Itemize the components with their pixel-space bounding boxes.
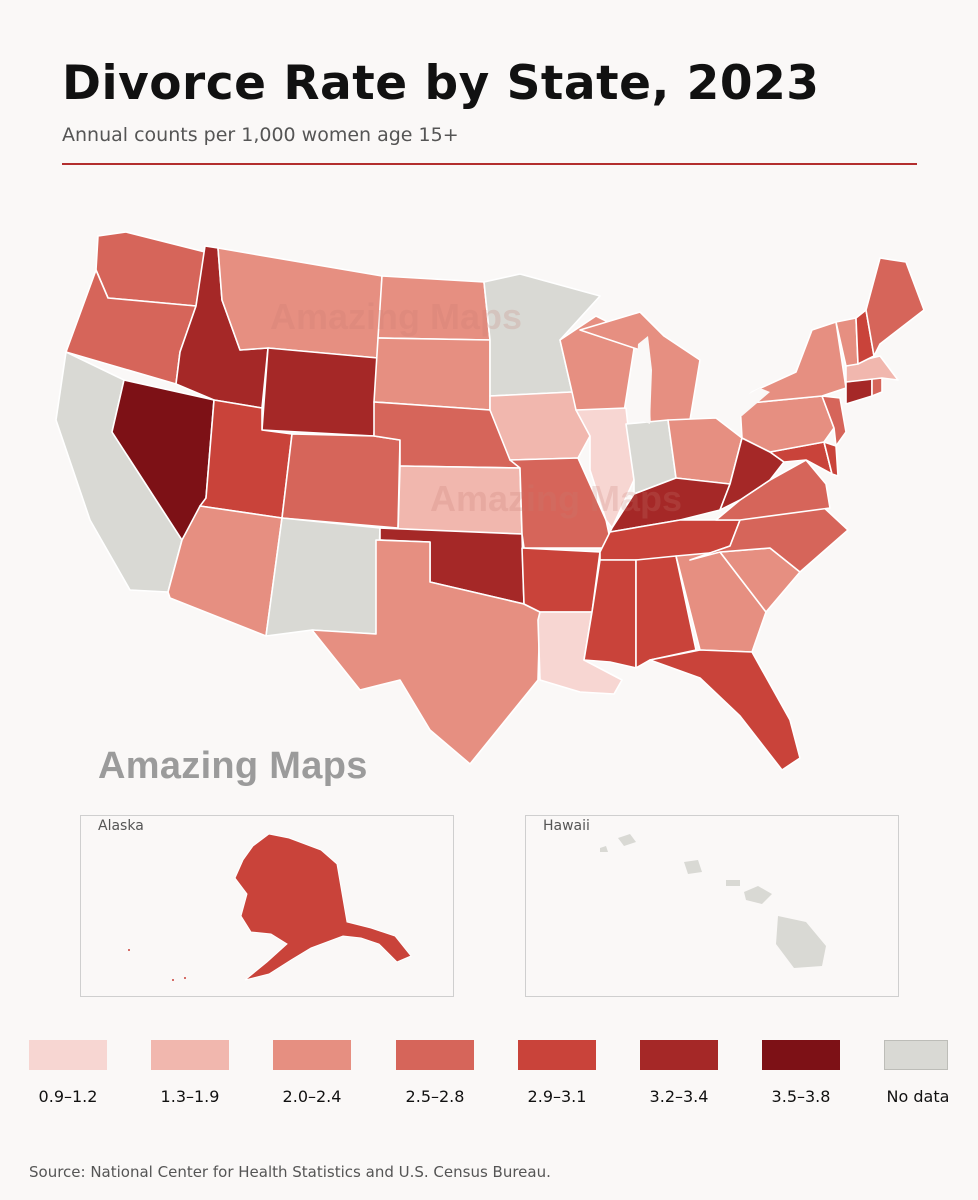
source-note: Source: National Center for Health Stati… — [29, 1163, 551, 1181]
state-WY[interactable] — [261, 347, 379, 437]
state-NJ[interactable] — [821, 395, 847, 447]
state-WA[interactable] — [95, 231, 206, 307]
alaska-label: Alaska — [98, 818, 144, 834]
hawaii-map — [600, 834, 826, 968]
state-AR[interactable] — [521, 547, 601, 613]
legend-label-2: 1.3–1.9 — [160, 1087, 220, 1106]
legend-label-6: 3.2–3.4 — [649, 1087, 709, 1106]
watermark-faint-1: Amazing Maps — [270, 296, 523, 337]
legend-swatch-2 — [151, 1040, 229, 1070]
state-NM[interactable] — [265, 517, 381, 637]
state-DE[interactable] — [823, 441, 839, 477]
legend-swatch-nodata — [884, 1040, 948, 1070]
legend-label-1: 0.9–1.2 — [38, 1087, 98, 1106]
watermark-faint-2: Amazing Maps — [430, 478, 683, 519]
legend-label-4: 2.5–2.8 — [405, 1087, 465, 1106]
lake-michigan — [636, 336, 652, 424]
legend-label-nodata: No data — [886, 1087, 950, 1106]
legend-swatch-1 — [29, 1040, 107, 1070]
legend-swatch-5 — [518, 1040, 596, 1070]
map-title: Divorce Rate by State, 2023 — [62, 56, 820, 111]
state-ME[interactable] — [865, 257, 925, 357]
legend-swatch-3 — [273, 1040, 351, 1070]
state-MO[interactable] — [509, 457, 613, 549]
hawaii-inset: Hawaii — [525, 815, 899, 997]
legend-swatch-4 — [396, 1040, 474, 1070]
state-OH[interactable] — [667, 417, 743, 485]
state-IL[interactable] — [575, 407, 635, 529]
legend-swatch-6 — [640, 1040, 718, 1070]
watermark-logo: Amazing Maps — [98, 745, 368, 787]
state-RI[interactable] — [871, 377, 883, 397]
legend-swatch-7 — [762, 1040, 840, 1070]
state-AK[interactable] — [234, 833, 412, 981]
state-TX[interactable] — [311, 539, 541, 765]
legend-label-7: 3.5–3.8 — [771, 1087, 831, 1106]
hawaii-label: Hawaii — [543, 818, 590, 834]
alaska-inset: Alaska — [80, 815, 454, 997]
state-CO[interactable] — [281, 433, 401, 529]
state-SD[interactable] — [373, 337, 491, 411]
alaska-map — [128, 833, 412, 981]
lake-erie — [716, 388, 770, 416]
state-HI[interactable] — [600, 834, 826, 968]
state-NC[interactable] — [689, 503, 849, 573]
legend-label-5: 2.9–3.1 — [527, 1087, 587, 1106]
legend-label-3: 2.0–2.4 — [282, 1087, 342, 1106]
state-FL[interactable] — [649, 649, 801, 771]
title-divider — [62, 163, 917, 165]
map-subtitle: Annual counts per 1,000 women age 15+ — [62, 124, 459, 146]
